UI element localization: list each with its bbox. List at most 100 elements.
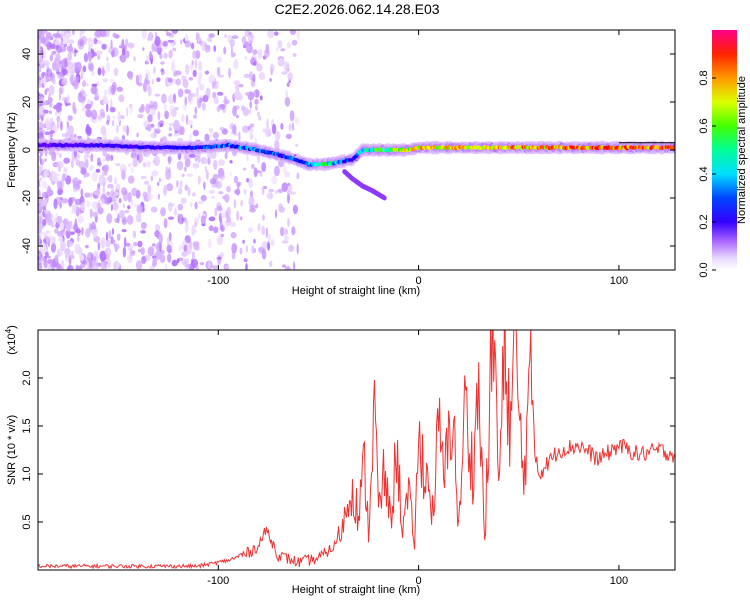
- noise-speckle: [61, 97, 69, 101]
- noise-speckle: [209, 225, 214, 232]
- noise-speckle: [198, 213, 201, 219]
- noise-speckle: [277, 188, 284, 194]
- noise-speckle: [91, 109, 98, 120]
- noise-speckle: [169, 33, 174, 38]
- noise-speckle: [68, 61, 76, 73]
- colorbar-tick-label: 0.6: [698, 118, 710, 133]
- spectrogram-panel: -100 0 100 -40 -20 0 20 40 Height of straight …: [6, 29, 676, 297]
- noise-speckle: [230, 131, 234, 135]
- noise-speckle: [151, 78, 155, 85]
- noise-speckle: [127, 191, 132, 203]
- noise-speckle: [197, 200, 204, 205]
- noise-speckle: [258, 72, 266, 81]
- noise-speckle: [184, 88, 188, 94]
- noise-speckle: [111, 228, 115, 235]
- noise-speckle: [45, 230, 51, 235]
- noise-speckle: [179, 126, 185, 136]
- y-tick-label: 20: [21, 96, 33, 108]
- noise-speckle: [119, 53, 127, 63]
- noise-speckle: [102, 131, 108, 141]
- noise-speckle: [60, 120, 63, 131]
- noise-speckle: [41, 180, 48, 189]
- noise-speckle: [102, 77, 108, 83]
- noise-speckle: [111, 120, 115, 127]
- noise-speckle: [47, 259, 54, 265]
- noise-speckle: [93, 37, 98, 45]
- noise-speckle: [224, 267, 229, 270]
- noise-speckle: [80, 188, 83, 197]
- noise-speckle: [163, 52, 168, 59]
- noise-speckle: [69, 231, 75, 235]
- noise-speckle: [91, 70, 95, 77]
- noise-speckle: [236, 181, 241, 188]
- noise-speckle: [157, 111, 161, 121]
- noise-speckle: [101, 43, 107, 50]
- noise-speckle: [130, 198, 134, 206]
- noise-speckle: [198, 60, 202, 71]
- noise-speckle: [270, 239, 275, 247]
- noise-speckle: [207, 37, 213, 43]
- noise-speckle: [204, 133, 210, 142]
- noise-speckle: [94, 92, 100, 100]
- noise-speckle: [274, 31, 279, 36]
- noise-speckle: [199, 37, 203, 47]
- noise-speckle: [62, 37, 68, 44]
- colorbar-ticks: 0.0 0.2 0.4 0.6 0.8: [698, 70, 716, 278]
- noise-speckle: [174, 207, 177, 216]
- noise-speckle: [244, 56, 247, 60]
- noise-speckle: [191, 60, 194, 66]
- noise-speckle: [55, 37, 61, 48]
- noise-speckle: [166, 236, 170, 245]
- noise-speckle: [91, 201, 99, 209]
- noise-speckle: [247, 125, 251, 131]
- noise-speckle: [216, 235, 224, 246]
- noise-speckle: [220, 175, 224, 182]
- noise-speckle: [159, 254, 166, 263]
- noise-speckle: [157, 122, 161, 132]
- noise-speckle: [261, 225, 266, 236]
- noise-speckle: [38, 164, 42, 175]
- noise-speckle: [158, 233, 163, 244]
- noise-speckle: [112, 32, 117, 38]
- noise-speckle: [72, 101, 76, 112]
- noise-speckle: [150, 106, 156, 117]
- branch-mark: [382, 195, 387, 201]
- y-tick-label: 1.5: [21, 418, 33, 433]
- noise-speckle: [243, 73, 250, 79]
- noise-speckle: [62, 227, 66, 237]
- noise-speckle: [191, 224, 195, 236]
- noise-speckle: [74, 243, 81, 255]
- noise-speckle: [252, 73, 256, 83]
- noise-speckle: [159, 120, 165, 124]
- noise-speckle: [40, 199, 48, 209]
- noise-speckle: [90, 100, 94, 107]
- noise-speckle: [167, 39, 175, 43]
- noise-speckle: [48, 100, 53, 108]
- noise-speckle: [48, 124, 51, 129]
- noise-speckle: [196, 33, 201, 41]
- noise-speckle: [49, 130, 56, 134]
- noise-speckle: [77, 38, 85, 47]
- noise-speckle: [173, 133, 180, 137]
- noise-speckle: [205, 87, 211, 99]
- noise-speckle: [57, 119, 60, 129]
- noise-speckle: [86, 37, 93, 42]
- snr-y-ticks: 0.5 1.0 1.5 2.0: [21, 370, 675, 530]
- colorbar-label: Normalized spectral amplitude: [736, 76, 748, 224]
- noise-speckle: [267, 233, 271, 243]
- noise-speckle: [46, 189, 54, 197]
- noise-speckle: [168, 49, 173, 59]
- noise-speckle: [181, 258, 187, 266]
- noise-speckle: [56, 115, 61, 123]
- noise-speckle: [249, 204, 257, 209]
- noise-speckle: [106, 196, 113, 204]
- noise-speckle: [80, 202, 86, 212]
- noise-speckle: [122, 190, 129, 202]
- noise-speckle: [66, 45, 74, 52]
- noise-speckle: [54, 228, 59, 234]
- snr-scale-base: (x10: [6, 333, 18, 354]
- noise-speckle: [167, 77, 173, 83]
- snr-panel: -100 0 100 0.5 1.0 1.5 2.0 Height of straight…: [4, 325, 676, 596]
- noise-speckle: [77, 236, 80, 242]
- noise-speckle: [58, 93, 62, 101]
